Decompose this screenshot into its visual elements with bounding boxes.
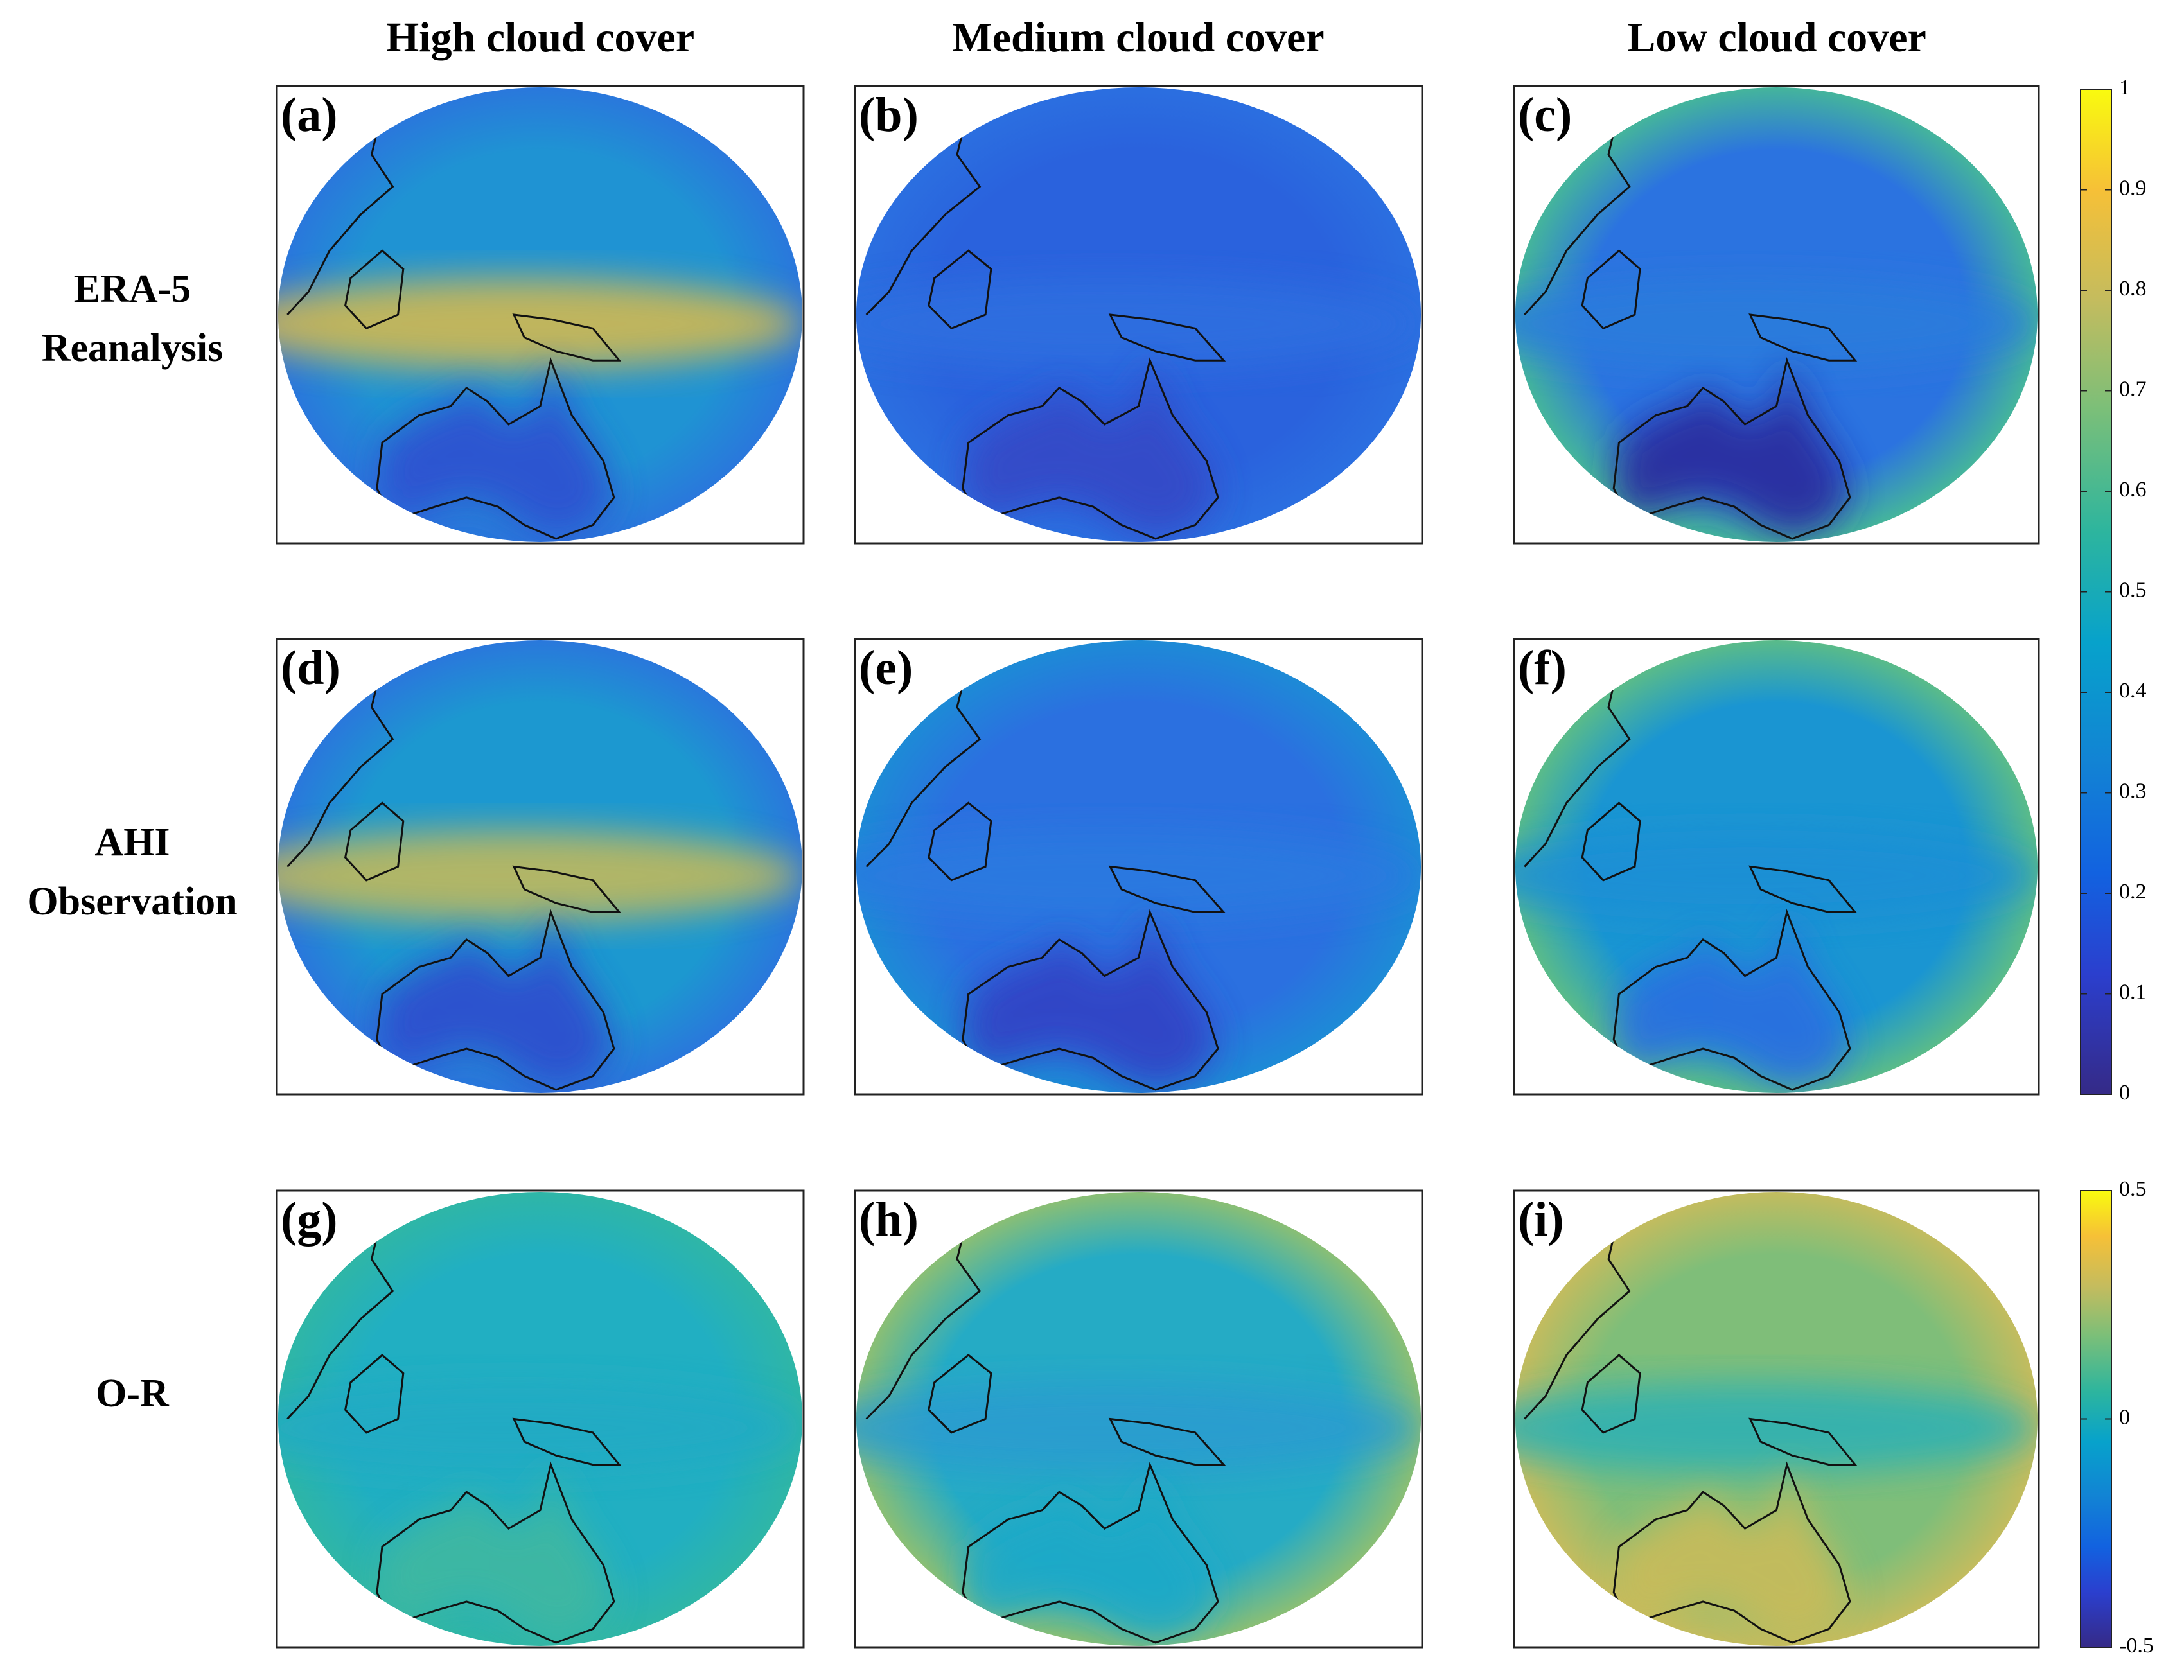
land-shade xyxy=(1614,360,1850,539)
column-title: Medium cloud cover xyxy=(952,14,1324,61)
coastline xyxy=(928,1354,992,1434)
coastline xyxy=(376,1461,615,1644)
tick-label: 0.5 xyxy=(2119,1177,2147,1201)
land-shade xyxy=(1614,912,1850,1090)
coastline xyxy=(1748,1417,1858,1466)
tick-label: -0.5 xyxy=(2119,1634,2154,1658)
tick-label: 0.1 xyxy=(2119,980,2147,1004)
cloud-band xyxy=(278,830,802,922)
coastline xyxy=(512,865,622,913)
panel-label: (g) xyxy=(281,1193,338,1247)
panel-label: (e) xyxy=(859,641,913,695)
coastline xyxy=(1612,357,1851,540)
tick-label: 1 xyxy=(2119,76,2130,100)
column-title: Low cloud cover xyxy=(1627,14,1926,61)
map xyxy=(1515,1192,2038,1646)
cloud-band xyxy=(1515,278,2038,370)
land-shade xyxy=(376,1464,614,1643)
coastline xyxy=(344,1353,405,1434)
row-label: Observation xyxy=(27,880,237,923)
panel-label: (a) xyxy=(281,88,338,142)
tick-label: 0.5 xyxy=(2119,578,2147,602)
map xyxy=(856,87,1421,542)
row-label: Reanalysis xyxy=(42,326,223,370)
coastline xyxy=(376,357,615,540)
panel-label: (c) xyxy=(1518,88,1572,142)
cloud-band xyxy=(856,1382,1421,1474)
coastline xyxy=(512,1417,622,1466)
cloud-band xyxy=(1515,1382,2038,1474)
panel-label: (i) xyxy=(1518,1193,1564,1247)
land-shade xyxy=(376,912,614,1090)
tick-label: 0.2 xyxy=(2119,880,2147,904)
panel-label: (d) xyxy=(281,641,340,695)
coastline xyxy=(1581,249,1641,330)
tick-label: 0 xyxy=(2119,1081,2130,1105)
map xyxy=(1515,640,2038,1093)
map xyxy=(278,87,802,542)
tick-label: 0.6 xyxy=(2119,478,2147,502)
coastline xyxy=(1612,909,1851,1091)
coastline xyxy=(1581,1353,1641,1434)
coastline xyxy=(1748,865,1858,913)
cloud-band xyxy=(1515,830,2038,922)
coastline xyxy=(376,909,615,1091)
panel-label: (b) xyxy=(859,88,919,142)
tick-label: 0.3 xyxy=(2119,779,2147,803)
land-shade xyxy=(962,360,1219,539)
tick-label: 0.8 xyxy=(2119,277,2147,301)
coastline xyxy=(344,801,405,882)
coastline xyxy=(344,249,405,330)
map xyxy=(856,1192,1421,1646)
coastline xyxy=(1581,801,1641,882)
cloud-band xyxy=(278,278,802,370)
row-label: AHI xyxy=(94,821,170,864)
map xyxy=(278,640,802,1093)
cloud-band xyxy=(856,278,1421,370)
coastline xyxy=(928,801,992,882)
coastline xyxy=(1108,1417,1226,1466)
coastline xyxy=(1108,865,1226,913)
map xyxy=(1515,87,2038,542)
coastline xyxy=(962,909,1219,1091)
coastline xyxy=(1748,313,1858,362)
tick-label: 0.9 xyxy=(2119,176,2147,200)
map xyxy=(856,640,1421,1093)
coastline xyxy=(962,1461,1219,1644)
land-shade xyxy=(962,912,1219,1090)
land-shade xyxy=(376,360,614,539)
cloud-band xyxy=(278,1382,802,1474)
map xyxy=(278,1192,802,1646)
coastline xyxy=(512,313,622,362)
tick-label: 0.7 xyxy=(2119,377,2147,401)
panel-label: (h) xyxy=(859,1193,919,1247)
panel-label: (f) xyxy=(1518,641,1567,695)
tick-label: 0 xyxy=(2119,1405,2130,1429)
cloud-band xyxy=(856,830,1421,922)
coastline xyxy=(962,357,1219,540)
coastline xyxy=(928,249,992,330)
column-title: High cloud cover xyxy=(386,14,694,61)
tick-label: 0.4 xyxy=(2119,679,2147,703)
coastline xyxy=(1108,313,1226,362)
land-shade xyxy=(1614,1464,1850,1643)
land-shade xyxy=(962,1464,1219,1643)
coastline xyxy=(1612,1461,1851,1644)
row-label: ERA-5 xyxy=(74,267,191,311)
row-label: O-R xyxy=(96,1372,170,1415)
